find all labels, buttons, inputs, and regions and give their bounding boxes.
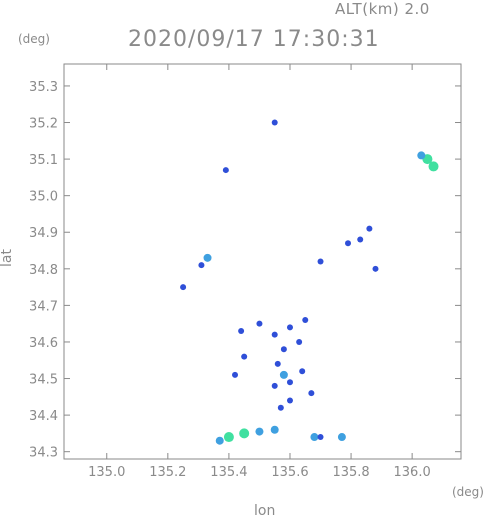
y-axis-ticks: 35.3 35.2 35.1 35.0 34.9 34.8 34.7 34.6 34.5 34.4… <box>29 80 461 461</box>
radar-echo-cell <box>271 331 278 338</box>
y-tick-label: 34.7 <box>29 299 58 314</box>
x-tick-label: 135.8 <box>332 465 369 480</box>
radar-echo-cell <box>215 436 224 445</box>
radar-echo-cell <box>255 427 264 436</box>
y-tick-label: 34.5 <box>29 373 58 388</box>
y-tick-label: 35.2 <box>29 117 58 132</box>
radar-echo-cell <box>223 432 234 443</box>
y-tick-label: 35.1 <box>29 153 58 168</box>
radar-echo-cell <box>274 360 281 367</box>
y-tick-label: 34.3 <box>29 446 58 461</box>
x-axis-ticks: 135.0 135.2 135.4 135.6 135.8 136.0 <box>88 64 431 480</box>
radar-echo-cell <box>317 434 324 441</box>
altitude-label: ALT(km) 2.0 <box>335 0 430 18</box>
radar-echo-cell <box>271 382 278 389</box>
radar-echo-cell <box>302 317 309 324</box>
x-tick-label: 135.2 <box>149 465 186 480</box>
x-tick-label: 135.4 <box>210 465 247 480</box>
radar-echo-layer <box>180 119 439 445</box>
y-tick-label: 35.3 <box>29 80 58 95</box>
radar-echo-cell <box>299 368 306 375</box>
radar-echo-cell <box>286 379 293 386</box>
radar-echo-cell <box>296 338 303 345</box>
radar-echo-cell <box>279 370 288 379</box>
radar-echo-cell <box>180 284 187 291</box>
radar-echo-cell <box>372 265 379 272</box>
radar-echo-cell <box>286 397 293 404</box>
timestamp-title: 2020/09/17 17:30:31 <box>128 27 380 52</box>
y-tick-label: 34.9 <box>29 226 58 241</box>
radar-echo-cell <box>417 151 426 160</box>
radar-echo-cell <box>238 327 245 334</box>
radar-echo-cell <box>271 119 278 126</box>
y-tick-label: 34.4 <box>29 409 58 424</box>
y-tick-label: 34.6 <box>29 336 58 351</box>
x-axis-label: lon <box>254 503 276 519</box>
radar-echo-cell <box>308 390 315 397</box>
radar-echo-cell <box>270 425 279 434</box>
y-tick-label: 34.8 <box>29 263 58 278</box>
radar-echo-cell <box>222 167 229 174</box>
radar-echo-cell <box>198 262 205 269</box>
radar-echo-cell <box>317 258 324 265</box>
radar-echo-cell <box>280 346 287 353</box>
radar-echo-cell <box>428 161 439 172</box>
y-axis-unit: (deg) <box>18 32 50 46</box>
radar-echo-cell <box>286 324 293 331</box>
x-tick-label: 135.6 <box>271 465 308 480</box>
y-tick-label: 35.0 <box>29 190 58 205</box>
radar-echo-cell <box>357 236 364 243</box>
radar-echo-cell <box>203 253 212 262</box>
radar-echo-cell <box>337 433 346 442</box>
x-tick-label: 136.0 <box>394 465 431 480</box>
plot-frame <box>63 63 462 460</box>
radar-echo-cell <box>256 320 263 327</box>
radar-echo-cell <box>232 371 239 378</box>
x-tick-label: 135.0 <box>88 465 125 480</box>
radar-echo-cell <box>310 433 319 442</box>
radar-echo-cell <box>345 240 352 247</box>
radar-echo-cell <box>277 404 284 411</box>
x-axis-unit: (deg) <box>452 485 484 499</box>
radar-echo-cell <box>366 225 373 232</box>
radar-echo-cell <box>239 428 250 439</box>
radar-echo-cell <box>241 353 248 360</box>
